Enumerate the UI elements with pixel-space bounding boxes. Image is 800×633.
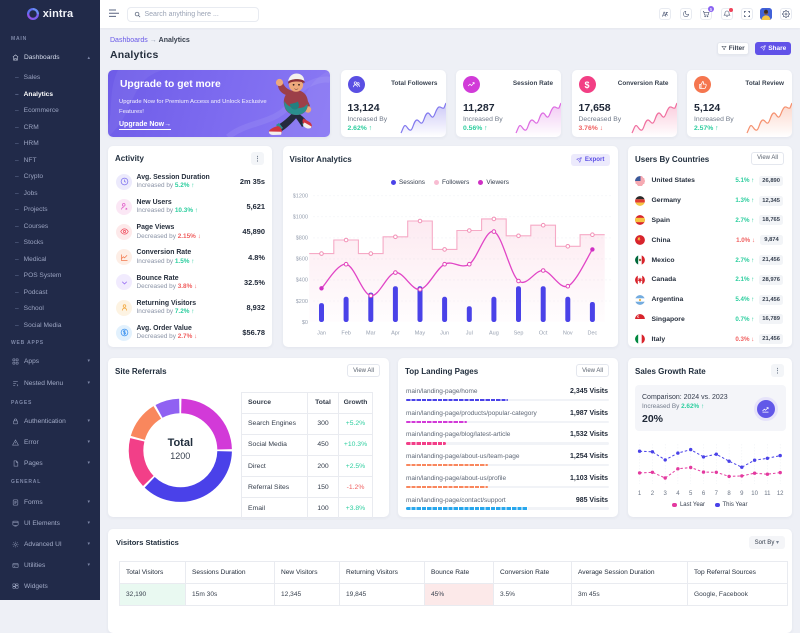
svg-text:Mar: Mar	[366, 331, 376, 337]
svg-text:8: 8	[727, 491, 731, 497]
svg-text:Dec: Dec	[587, 331, 597, 337]
svg-text:Total: Total	[168, 437, 193, 449]
svg-text:Oct: Oct	[538, 331, 547, 337]
svg-text:10: 10	[751, 491, 758, 497]
svg-text:Aug: Aug	[489, 331, 499, 337]
svg-text:7: 7	[715, 491, 719, 497]
svg-text:$200: $200	[295, 299, 307, 305]
svg-text:Apr: Apr	[391, 331, 400, 337]
svg-text:5: 5	[689, 491, 693, 497]
svg-text:2: 2	[651, 491, 655, 497]
svg-text:$1200: $1200	[292, 194, 307, 200]
svg-text:Jun: Jun	[440, 331, 449, 337]
svg-text:$1000: $1000	[292, 215, 307, 221]
svg-text:Jul: Jul	[465, 331, 472, 337]
svg-text:Jan: Jan	[317, 331, 326, 337]
svg-text:May: May	[414, 331, 425, 337]
svg-text:4: 4	[676, 491, 680, 497]
svg-text:$600: $600	[295, 257, 307, 263]
svg-text:Feb: Feb	[341, 331, 350, 337]
svg-text:$0: $0	[301, 320, 307, 326]
svg-text:9: 9	[740, 491, 744, 497]
svg-text:12: 12	[777, 491, 784, 497]
svg-text:1: 1	[638, 491, 642, 497]
svg-text:1200: 1200	[170, 451, 190, 461]
svg-text:3: 3	[664, 491, 668, 497]
svg-text:$400: $400	[295, 278, 307, 284]
svg-text:6: 6	[702, 491, 706, 497]
svg-text:11: 11	[764, 491, 771, 497]
svg-text:Nov: Nov	[562, 331, 572, 337]
svg-text:Sep: Sep	[513, 331, 523, 337]
svg-text:$800: $800	[295, 236, 307, 242]
